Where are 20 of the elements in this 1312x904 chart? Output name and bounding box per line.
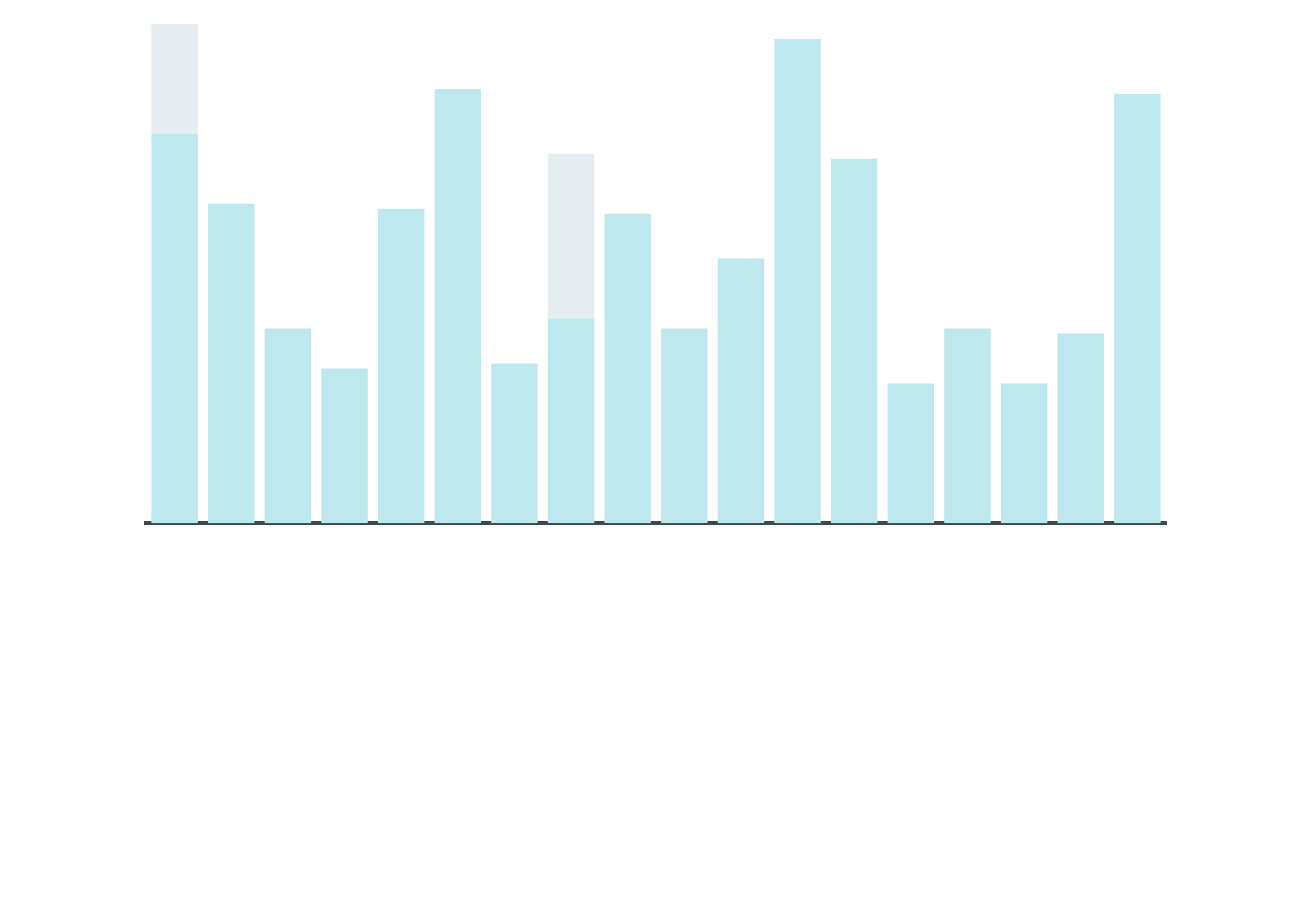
bar [547,153,595,319]
bar [717,258,765,524]
bar [944,328,991,524]
bar [377,208,425,524]
bar [321,368,368,524]
bar [491,363,538,524]
bar [151,133,198,524]
bar [547,318,595,524]
bar [151,24,198,134]
bar [1057,333,1104,524]
bar [1000,383,1048,524]
bar [831,158,878,524]
bar [774,38,821,524]
bar [604,213,651,524]
bar [661,328,708,524]
bar [264,328,312,524]
bar [1114,93,1161,524]
bar [434,88,481,524]
bar [208,203,255,524]
bar [887,383,935,524]
